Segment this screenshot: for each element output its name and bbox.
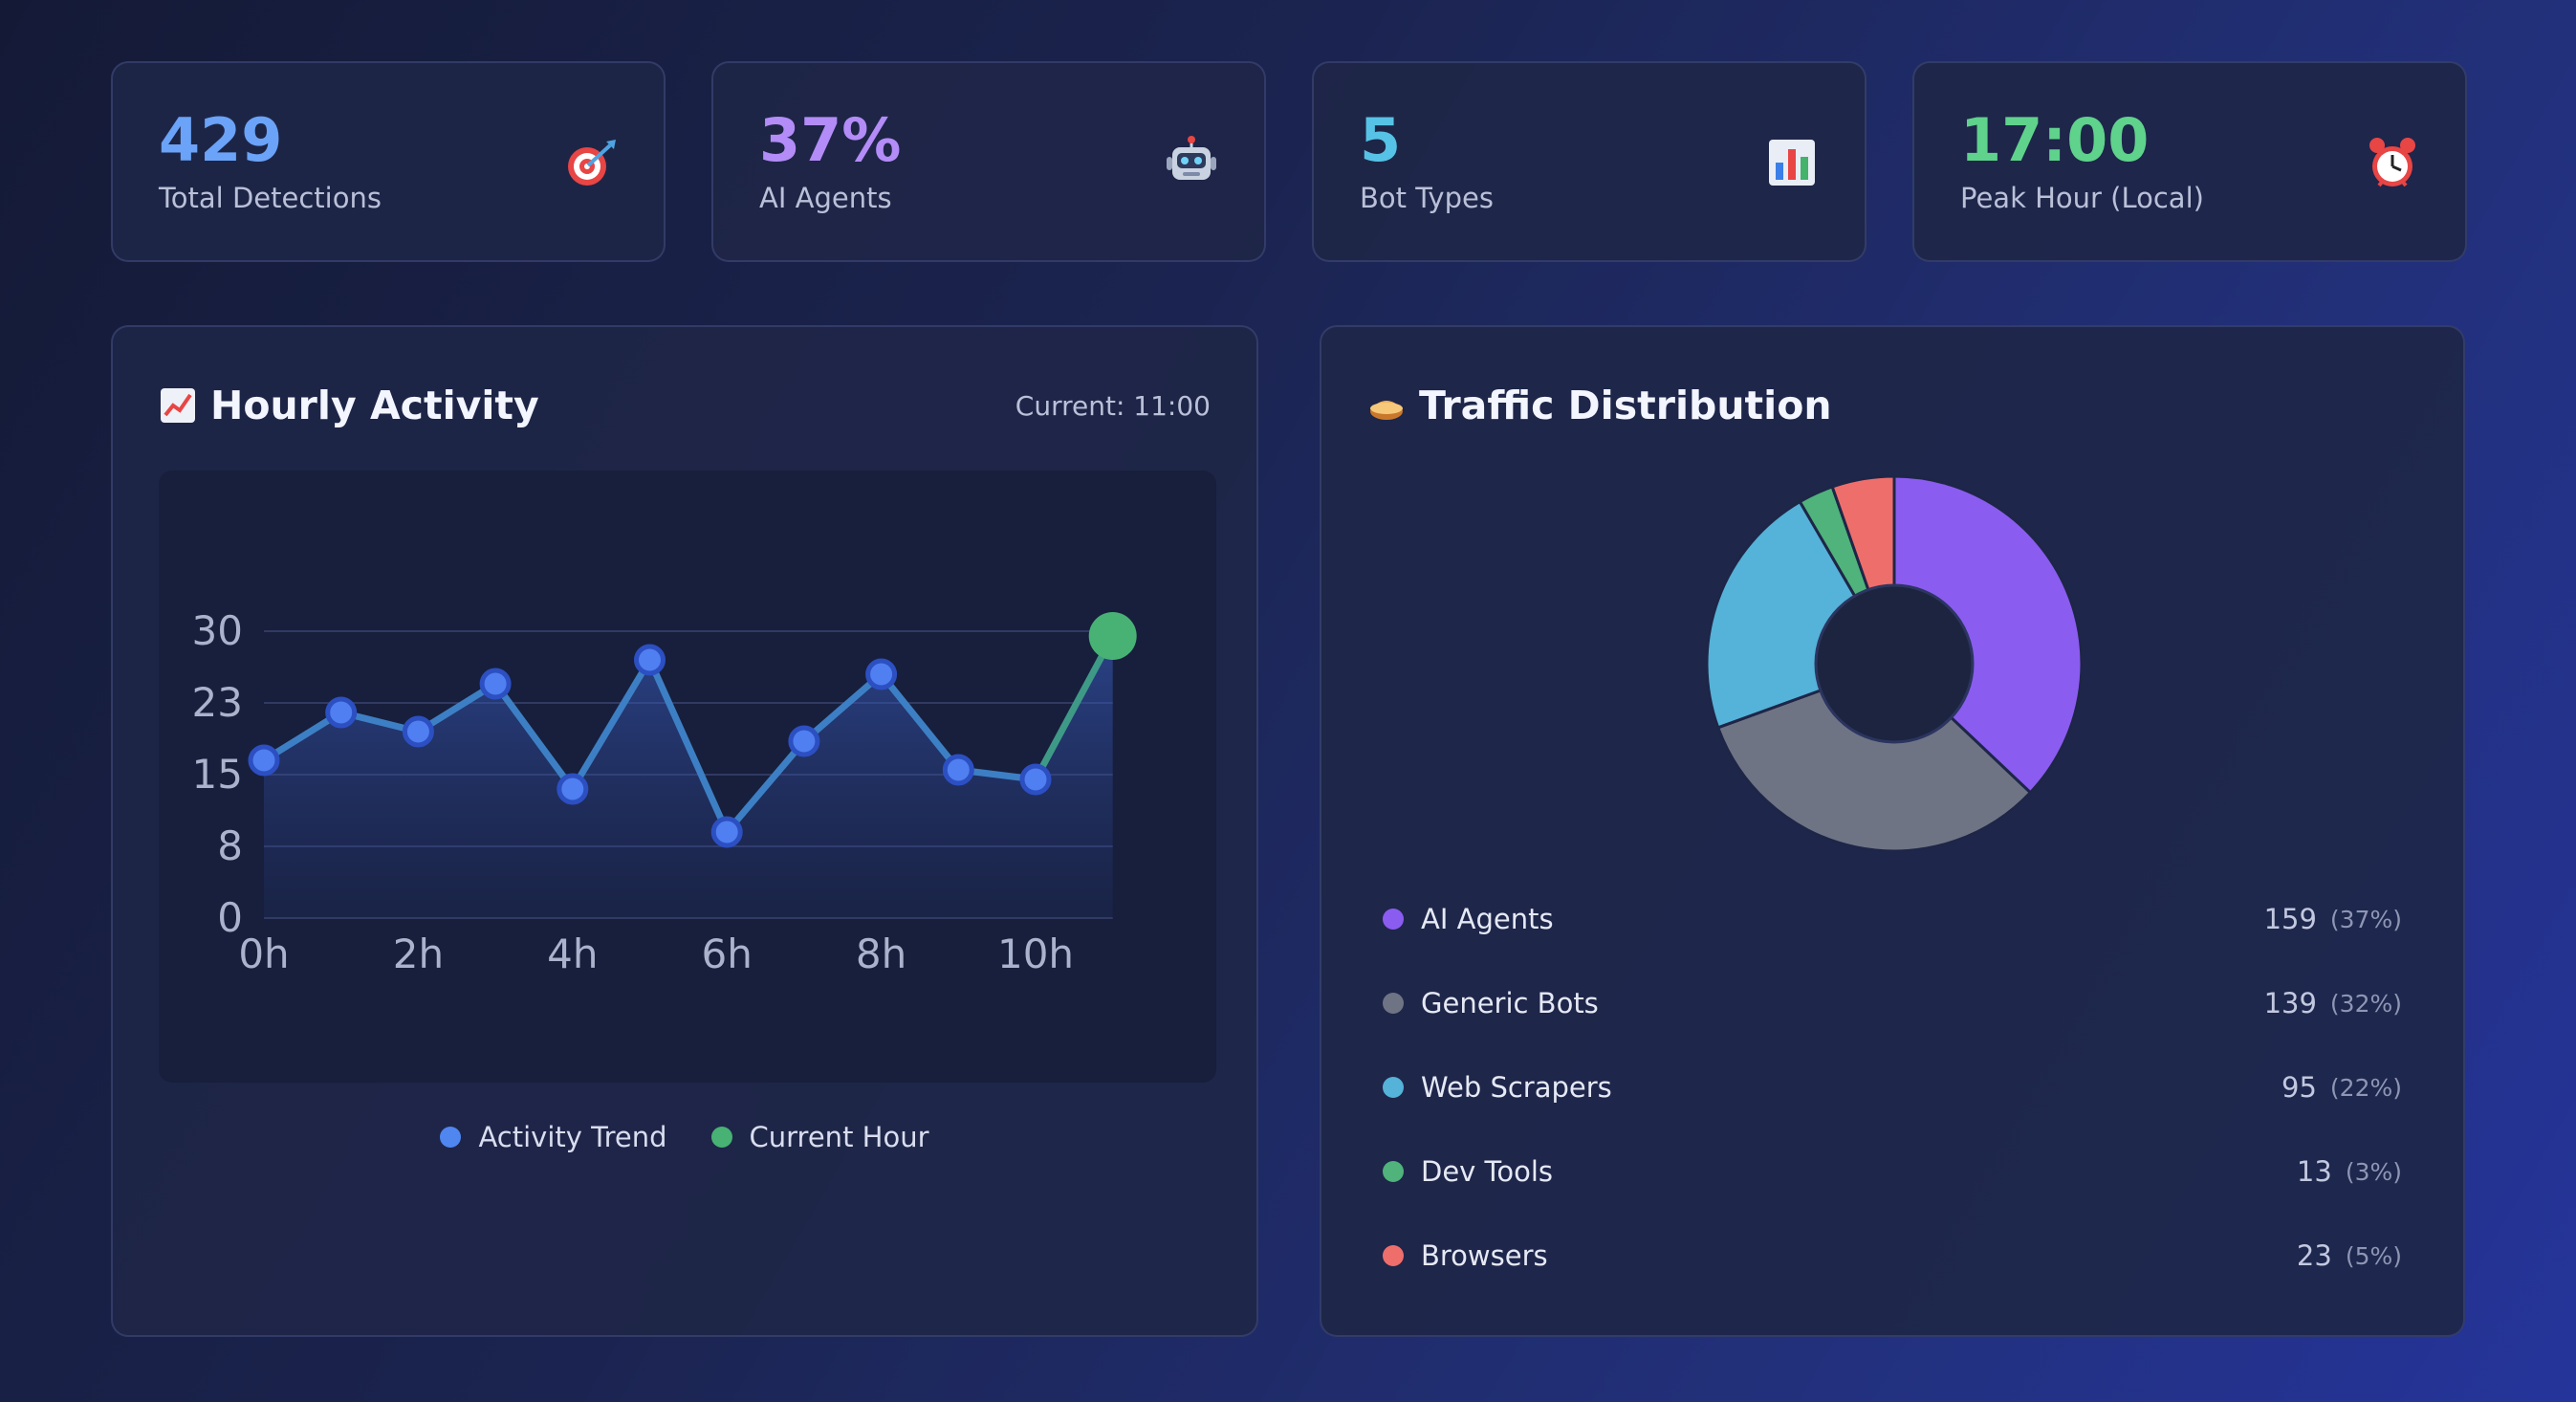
distribution-count: 23 (2296, 1239, 2332, 1272)
data-point[interactable] (479, 668, 512, 700)
stat-card-bot-types: 5 Bot Types (1312, 61, 1867, 262)
stat-label: Peak Hour (Local) (1960, 182, 2204, 214)
distribution-percent: (22%) (2329, 1073, 2402, 1102)
distribution-row-generic-bots: Generic Bots 139 (32%) (1383, 979, 2402, 1027)
data-point[interactable] (634, 644, 666, 676)
legend-swatch (710, 1127, 732, 1148)
distribution-swatch (1383, 1077, 1404, 1098)
distribution-name: Dev Tools (1421, 1155, 1553, 1188)
stat-card-peak-hour: 17:00 Peak Hour (Local) (1912, 61, 2467, 262)
stat-label: AI Agents (759, 182, 892, 214)
panel-title-text: Traffic Distribution (1419, 383, 1832, 428)
distribution-row-ai-agents: AI Agents 159 (37%) (1383, 895, 2402, 943)
distribution-swatch (1383, 993, 1404, 1014)
data-point[interactable] (1019, 763, 1052, 796)
hourly-chart: 30 23 15 8 0 0h 2h 4h 6h 8h 10h (159, 471, 1216, 1083)
traffic-distribution-panel: Traffic Distribution AI Agents 159 (37%)… (1320, 325, 2465, 1337)
donut-hole (1814, 583, 1975, 744)
stat-label: Total Detections (159, 182, 382, 214)
distribution-count: 139 (2263, 987, 2317, 1019)
pie-icon (1370, 401, 1403, 420)
distribution-swatch (1383, 1161, 1404, 1182)
x-tick-label: 6h (702, 931, 753, 977)
stat-value: 5 (1360, 105, 1402, 175)
distribution-row-dev-tools: Dev Tools 13 (3%) (1383, 1148, 2402, 1195)
distribution-count: 13 (2296, 1155, 2332, 1188)
x-tick-label: 8h (856, 931, 906, 977)
y-tick-label: 0 (217, 894, 243, 941)
stat-label: Bot Types (1360, 182, 1494, 214)
data-point[interactable] (248, 744, 280, 777)
data-point[interactable] (788, 725, 820, 757)
distribution-swatch (1383, 909, 1404, 930)
distribution-percent: (3%) (2345, 1157, 2402, 1186)
legend-label: Current Hour (749, 1121, 929, 1153)
current-hour-point[interactable] (1088, 612, 1137, 660)
distribution-swatch (1383, 1245, 1404, 1266)
data-point[interactable] (942, 754, 974, 786)
chart-increasing-icon (161, 388, 195, 423)
pie-slice-generic-bots[interactable] (1715, 662, 2033, 853)
alarm-clock-icon (2369, 138, 2415, 187)
distribution-percent: (5%) (2345, 1241, 2402, 1270)
distribution-name: Browsers (1421, 1239, 1548, 1272)
y-tick-label: 23 (192, 679, 243, 726)
bar-chart-icon (1769, 140, 1815, 186)
data-point[interactable] (402, 715, 434, 748)
distribution-percent: (32%) (2329, 989, 2402, 1018)
stat-value: 17:00 (1960, 105, 2150, 175)
legend-item-activity-trend: Activity Trend (440, 1121, 667, 1153)
distribution-name: AI Agents (1421, 903, 1554, 935)
stat-value: 429 (159, 105, 283, 175)
legend-item-current-hour: Current Hour (710, 1121, 929, 1153)
x-tick-label: 0h (238, 931, 289, 977)
stat-card-ai-agents: 37% AI Agents (711, 61, 1266, 262)
distribution-row-web-scrapers: Web Scrapers 95 (22%) (1383, 1063, 2402, 1111)
x-tick-label: 2h (393, 931, 444, 977)
y-tick-label: 30 (192, 607, 243, 654)
distribution-percent: (37%) (2329, 905, 2402, 933)
current-hour-label: Current: 11:00 (1015, 390, 1211, 422)
legend-label: Activity Trend (478, 1121, 667, 1153)
hourly-line-chart: 30 23 15 8 00h 2h 4h 6h 8h 10h (192, 607, 1137, 977)
robot-icon (1167, 136, 1216, 180)
hourly-activity-panel: Hourly Activity Current: 11:00 30 23 15 8 0 0… (111, 325, 1258, 1337)
legend-swatch (440, 1127, 462, 1148)
x-tick-label: 10h (997, 931, 1074, 977)
activity-area (264, 636, 1113, 918)
distribution-name: Generic Bots (1421, 987, 1599, 1019)
distribution-count: 159 (2263, 903, 2317, 935)
current-hour-segment (1032, 632, 1117, 783)
distribution-count: 95 (2281, 1071, 2317, 1104)
data-point[interactable] (557, 773, 589, 805)
stat-card-total-detections: 429 Total Detections (111, 61, 666, 262)
hourly-chart-legend: Activity Trend Current Hour (113, 1121, 1256, 1153)
data-point[interactable] (710, 816, 743, 848)
traffic-distribution-title: Traffic Distribution (1367, 383, 1832, 428)
stat-value: 37% (759, 105, 902, 175)
data-point[interactable] (865, 658, 898, 690)
pie-slice-ai-agents[interactable] (1892, 474, 2084, 795)
data-point[interactable] (325, 696, 358, 729)
panel-title-text: Hourly Activity (210, 383, 539, 428)
distribution-name: Web Scrapers (1421, 1071, 1612, 1104)
target-icon (568, 140, 616, 186)
x-tick-label: 4h (547, 931, 598, 977)
traffic-donut-chart (1705, 474, 2084, 853)
distribution-row-browsers: Browsers 23 (5%) (1383, 1232, 2402, 1280)
y-tick-label: 15 (192, 751, 243, 798)
y-tick-label: 8 (217, 822, 243, 869)
hourly-activity-title: Hourly Activity (159, 383, 539, 428)
